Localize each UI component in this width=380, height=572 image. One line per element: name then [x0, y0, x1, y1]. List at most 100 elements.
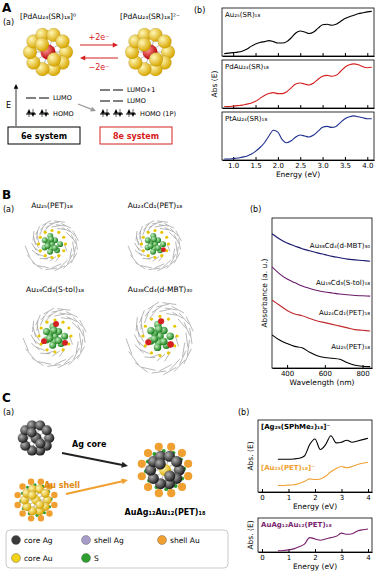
- ligand-stick: [150, 354, 159, 357]
- ligand-stick: [36, 253, 44, 256]
- ligand-stick: [76, 239, 78, 250]
- x-tick-mark: [278, 53, 279, 56]
- cadmium-atom: [62, 340, 68, 346]
- ligand-stick: [49, 222, 59, 224]
- ligand-stick: [135, 250, 142, 256]
- sulfur-atom: [39, 249, 42, 252]
- arrow-shaft: [46, 109, 47, 113]
- energy-level: [100, 90, 110, 91]
- atom: [35, 438, 45, 448]
- ligand-stick: [148, 302, 159, 309]
- arrow-shaft: [62, 453, 123, 465]
- sulfur-atom: [142, 236, 145, 239]
- ligand-stick: [26, 349, 35, 360]
- arrow-head: [127, 109, 131, 113]
- gold-atom: [150, 249, 156, 255]
- cadmium-atom: [168, 341, 174, 347]
- ligand-stick: [137, 236, 139, 245]
- x-axis: [223, 105, 375, 109]
- shell-atom: [14, 492, 20, 498]
- x-tick: [300, 105, 301, 108]
- atom: [149, 53, 163, 67]
- gold-atom: [48, 236, 54, 242]
- energy-level: [113, 101, 123, 102]
- arrow-head: [80, 55, 85, 60]
- gold-atom: [154, 344, 161, 351]
- shell-atom: [19, 510, 25, 516]
- x-tick-label: 3: [340, 494, 344, 502]
- x-tick: 1: [287, 489, 291, 502]
- arrow-head: [105, 113, 109, 117]
- ligand-stick: [157, 221, 168, 222]
- cluster-structure: [126, 302, 193, 375]
- panel-label: A: [2, 1, 12, 15]
- spectrum-line: [224, 11, 372, 53]
- ligand-stick: [59, 349, 65, 357]
- x-tick-mark: [315, 489, 316, 492]
- ligand-stick: [32, 262, 42, 269]
- ligand-stick: [76, 341, 78, 353]
- sulfur-atom: [140, 242, 143, 245]
- sulfur-atom: [62, 249, 65, 252]
- arrow: [44, 109, 48, 117]
- x-tick: 0: [260, 489, 264, 502]
- ligand-stick: [50, 257, 56, 262]
- ligand-stick: [40, 316, 44, 325]
- atom: [56, 35, 70, 49]
- legend-marker: [12, 536, 21, 545]
- cluster-structure: [23, 308, 86, 368]
- arrow-head: [121, 462, 128, 468]
- sulfur-atom: [62, 236, 65, 239]
- x-tick-label: 2: [313, 554, 317, 562]
- sub-label: (a): [3, 205, 14, 214]
- sub-label: (a): [3, 18, 14, 27]
- ligand-stick: [33, 327, 35, 337]
- legend-item: shell Au: [158, 536, 200, 546]
- atom: [28, 491, 37, 500]
- gold-atom: [46, 335, 53, 342]
- chart: 1.01.52.02.53.03.54.0Energy (eV)PtAu₂₄(S…: [222, 112, 375, 179]
- gold-atom: [151, 236, 157, 242]
- chart: Abs (E)PdAu₂₄(SR)₁₈: [210, 60, 375, 109]
- shell-atom: [38, 515, 44, 521]
- x-tick: 2.0: [273, 157, 284, 170]
- cluster-structure: [25, 221, 78, 271]
- shell-atom: [51, 492, 57, 498]
- ligand-stick: [140, 236, 142, 244]
- series-label: Au₂₄Cd₁(PET)₁₈: [319, 309, 370, 317]
- sulfur-atom: [45, 321, 48, 324]
- ligand-stick: [148, 268, 159, 270]
- arrow-shaft: [78, 104, 92, 109]
- ligand-stick: [45, 314, 52, 321]
- shell-atom: [51, 502, 57, 508]
- ligand-stick: [176, 242, 177, 252]
- ligand-stick: [57, 309, 70, 311]
- energy-level: [113, 90, 123, 91]
- x-tick-label: 4: [366, 554, 371, 562]
- x-tick-mark: [367, 53, 368, 56]
- arrow: [127, 109, 131, 117]
- legend-item: S: [82, 554, 100, 564]
- arrow-shaft: [42, 113, 43, 117]
- x-tick-mark: [368, 489, 369, 492]
- series-label: Au₁₉Cd₃(S-tol)₁₈: [316, 279, 370, 287]
- plot-area: [272, 234, 370, 367]
- ligand-stick: [57, 228, 66, 229]
- sulfur-atom: [153, 229, 156, 232]
- sulfur-atom: [167, 351, 170, 354]
- sulfur-atom: [160, 254, 163, 257]
- x-axis-line: [223, 160, 375, 161]
- x-tick: 3.0: [318, 157, 329, 170]
- chart: Au₂₅(SR)₁₈: [222, 8, 375, 57]
- gold-atom: [155, 245, 161, 251]
- ligand-stick: [56, 255, 61, 261]
- x-tick: [323, 53, 324, 56]
- ligand-stick: [137, 325, 139, 337]
- ligand-stick: [141, 266, 152, 268]
- x-axis-line: [273, 368, 373, 369]
- structure-label: Au₂₅(PET)₁₈: [31, 201, 73, 210]
- sulfur-atom: [147, 231, 150, 234]
- arrow-shaft: [133, 109, 134, 113]
- cadmium-atom: [145, 339, 151, 345]
- spectrum-line: [278, 529, 368, 551]
